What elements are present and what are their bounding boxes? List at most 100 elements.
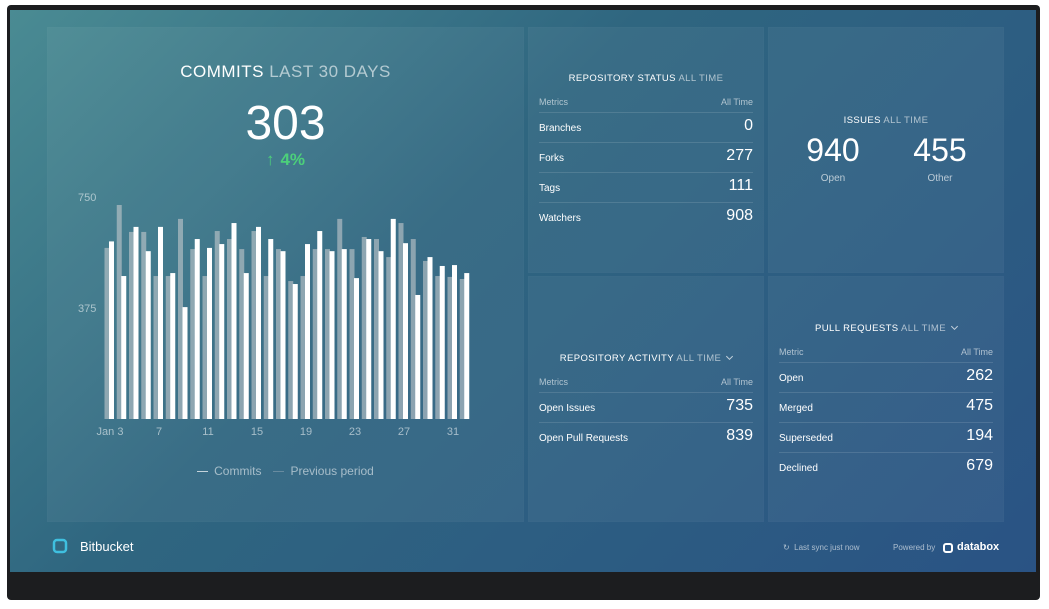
panel-heading: PULL REQUESTS ALL TIME — [769, 322, 1003, 334]
previous-period-bar — [423, 260, 428, 419]
panel-heading: REPOSITORY STATUS ALL TIME — [529, 73, 763, 84]
row-separator — [539, 392, 753, 393]
legend-label: Previous period — [290, 464, 374, 478]
dropdown-chevron — [726, 352, 734, 361]
row-separator — [779, 362, 993, 363]
previous-period-bar — [129, 231, 134, 419]
commits-bar — [182, 307, 188, 419]
x-tick-label: 31 — [447, 426, 459, 438]
commits-bar — [415, 294, 421, 419]
issues-heading: ISSUES ALL TIME — [769, 115, 1003, 126]
commits-title: COMMITS — [180, 62, 264, 81]
issues-title: ISSUES — [843, 115, 881, 126]
metric-name: Superseded — [779, 433, 833, 444]
commits-bar — [305, 244, 310, 419]
column-header: Metrics — [539, 97, 568, 107]
panel-period: ALL TIME — [678, 73, 724, 84]
previous-period-bar — [178, 218, 183, 419]
previous-period-bar — [251, 231, 257, 419]
metric-value: 194 — [966, 427, 993, 444]
commits-bar — [427, 257, 433, 419]
commits-value: 303 — [245, 97, 326, 150]
x-tick-label: 15 — [251, 426, 263, 438]
row-separator — [539, 202, 753, 203]
commits-bar — [194, 239, 200, 419]
row-separator — [539, 142, 753, 143]
metric-value: 262 — [966, 367, 993, 384]
commits-bar — [341, 249, 347, 419]
metric-value: 277 — [726, 147, 753, 164]
metric-name: Open Pull Requests — [539, 433, 628, 444]
legend-item: Previous period — [273, 464, 374, 478]
metric-name: Watchers — [539, 213, 581, 224]
commits-bar — [243, 273, 249, 419]
repository-status-panel: REPOSITORY STATUS ALL TIME Metrics All Tim… — [529, 28, 763, 272]
previous-period-bar — [374, 239, 379, 419]
column-header: Metrics — [539, 377, 568, 387]
commits-bar — [390, 218, 396, 419]
previous-period-bar — [288, 281, 294, 419]
databox-icon — [943, 543, 953, 553]
previous-period-bar — [263, 276, 269, 419]
commits-bar — [121, 276, 127, 419]
issue-value: 940 — [806, 132, 860, 168]
metric-value: 679 — [966, 457, 993, 474]
metric-value: 908 — [726, 207, 753, 224]
brand: Bitbucket — [80, 539, 134, 554]
previous-period-bar — [202, 276, 208, 419]
commits-bar — [378, 251, 384, 419]
legend-swatch — [197, 471, 209, 473]
panel-title: PULL REQUESTS — [815, 323, 899, 334]
previous-period-bar — [447, 276, 453, 419]
column-header: All Time — [720, 377, 753, 387]
commits-bar — [354, 278, 359, 419]
legend-item: Commits — [197, 464, 261, 478]
previous-period-bar — [116, 204, 122, 419]
panel-period: ALL TIME — [676, 353, 722, 364]
commits-bar — [256, 226, 261, 419]
x-tick-label: 7 — [156, 426, 162, 438]
metric-value: 735 — [726, 397, 753, 414]
previous-period-bar — [459, 278, 465, 419]
panel-title: REPOSITORY STATUS — [568, 73, 676, 84]
powered-by: Powered by — [893, 543, 936, 552]
previous-period-bar — [349, 249, 355, 419]
metric-name: Open — [779, 373, 804, 384]
commits-bar — [268, 239, 274, 419]
commits-bar — [317, 231, 323, 419]
sync-status: ↻ Last sync just now — [783, 543, 860, 552]
previous-period-bar — [190, 249, 196, 419]
row-separator — [539, 172, 753, 173]
previous-period-bar — [300, 276, 306, 419]
issues-period: ALL TIME — [883, 115, 929, 126]
metric-name: Open Issues — [539, 403, 596, 414]
sync-icon: ↻ — [783, 543, 790, 552]
row-separator — [779, 422, 993, 423]
sync-text: Last sync just now — [794, 543, 860, 552]
commits-bar — [439, 265, 445, 419]
commits-heading: COMMITS LAST 30 DAYS — [48, 62, 523, 82]
commits-bar — [158, 226, 163, 419]
metric-value: 475 — [966, 397, 993, 414]
column-header: Metric — [779, 347, 804, 357]
repository-activity-panel: REPOSITORY ACTIVITY ALL TIME Metrics All T… — [529, 277, 763, 521]
x-tick-label: 19 — [300, 426, 312, 438]
row-separator — [539, 112, 753, 113]
previous-period-bar — [398, 223, 404, 419]
y-tick-label: 375 — [78, 303, 96, 315]
issues-panel: ISSUES ALL TIME 940 Open 455 Other — [769, 28, 1003, 272]
previous-period-bar — [239, 249, 245, 419]
dropdown-chevron — [950, 322, 959, 331]
legend-label: Commits — [214, 464, 262, 478]
previous-period-bar — [361, 236, 367, 419]
commits-bar — [280, 251, 286, 419]
issue-label: Other — [927, 173, 953, 184]
dashboard: COMMITS LAST 30 DAYS 303 ↑ 4% Commits Prev… — [10, 10, 1036, 572]
commits-bar — [366, 239, 372, 419]
databox-logo: databox — [957, 541, 1000, 553]
metric-name: Tags — [539, 183, 561, 194]
commits-bar — [329, 251, 335, 419]
previous-period-bar — [214, 231, 220, 419]
issue-label: Open — [820, 173, 846, 184]
